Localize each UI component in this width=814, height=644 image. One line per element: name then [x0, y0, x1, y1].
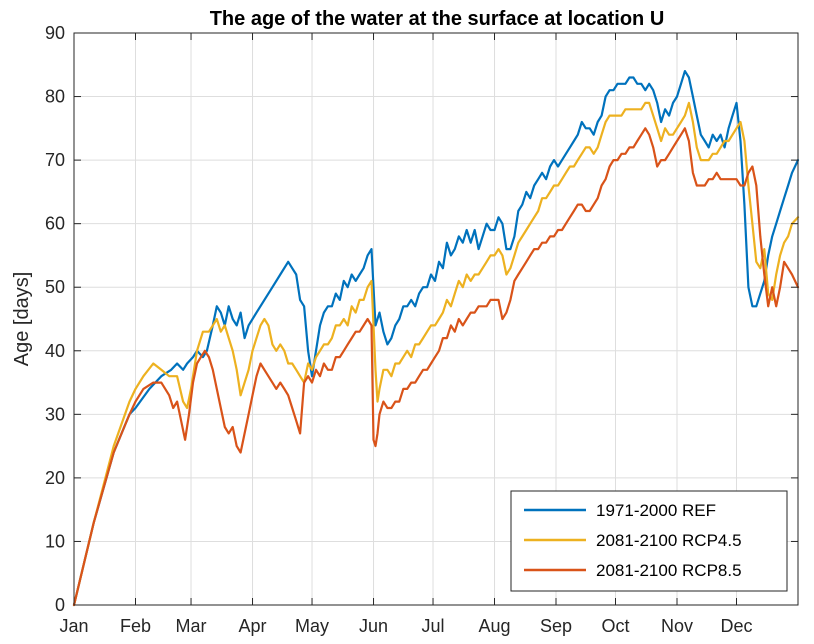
- y-tick-label: 30: [45, 404, 65, 424]
- x-tick-label: Jul: [422, 616, 445, 636]
- y-tick-label: 50: [45, 277, 65, 297]
- x-tick-label: Feb: [120, 616, 151, 636]
- x-tick-label: Aug: [478, 616, 510, 636]
- x-tick-label: Sep: [540, 616, 572, 636]
- grid: [73, 32, 798, 606]
- y-tick-label: 40: [45, 341, 65, 361]
- legend-label-3: 2081-2100 RCP8.5: [596, 561, 742, 580]
- y-tick-label: 60: [45, 214, 65, 234]
- x-tick-label: May: [295, 616, 329, 636]
- x-tick-label: Apr: [239, 616, 267, 636]
- y-tick-label: 20: [45, 468, 65, 488]
- legend-label-2: 2081-2100 RCP4.5: [596, 531, 742, 550]
- series-layer: [72, 70, 800, 607]
- series-line-2: [72, 101, 800, 607]
- series-line-1: [72, 70, 800, 607]
- x-tick-label: Nov: [661, 616, 693, 636]
- x-tick-label: Mar: [176, 616, 207, 636]
- y-tick-label: 90: [45, 23, 65, 43]
- y-tick-label: 10: [45, 531, 65, 551]
- series-line-3: [72, 127, 800, 607]
- x-tick-label: Jun: [359, 616, 388, 636]
- x-axis: Jan Feb Mar Apr May Jun Jul Aug Sep Oct Nov Dec: [59, 33, 753, 636]
- legend: 1971-2000 REF 2081-2100 RCP4.5 2081-2100 R…: [510, 490, 788, 592]
- y-tick-label: 70: [45, 150, 65, 170]
- y-tick-label: 80: [45, 87, 65, 107]
- y-axis-label: Age [days]: [11, 272, 33, 367]
- plot-frame: [73, 32, 799, 606]
- x-tick-label: Dec: [721, 616, 753, 636]
- y-axis: 0 10 20 30 40 50 60 70 80 90: [45, 23, 798, 615]
- y-tick-label: 0: [55, 595, 65, 615]
- x-tick-label: Oct: [602, 616, 630, 636]
- legend-label-1: 1971-2000 REF: [596, 501, 716, 520]
- chart-title: The age of the water at the surface at l…: [210, 8, 665, 30]
- x-tick-label: Jan: [59, 616, 88, 636]
